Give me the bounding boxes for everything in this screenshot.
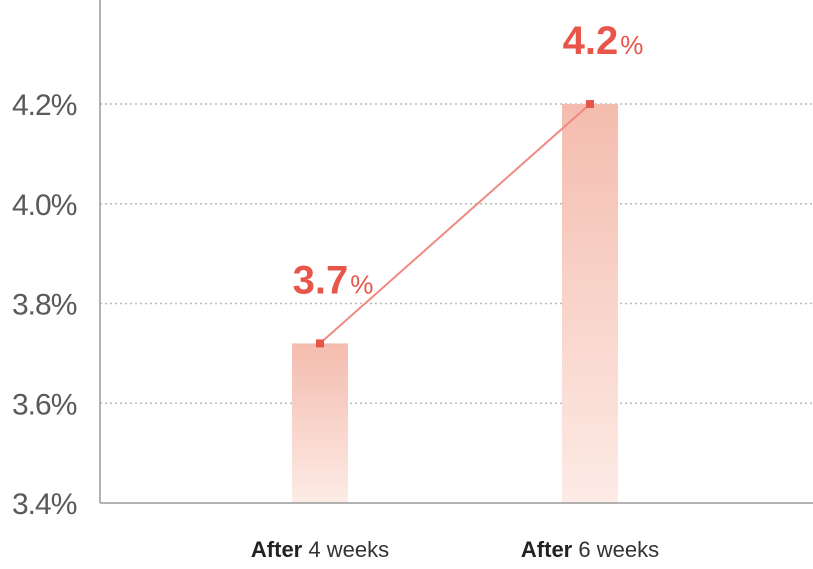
value-label: 3.7% [293, 258, 374, 302]
data-point-marker [586, 100, 594, 108]
bars [292, 104, 618, 503]
gridlines [100, 103, 813, 404]
y-tick-label: 3.4% [12, 488, 77, 521]
value-label: 4.2% [563, 19, 644, 63]
value-label-unit: % [620, 30, 643, 60]
y-tick-label: 4.0% [12, 189, 77, 222]
value-label-unit: % [350, 269, 373, 299]
x-category-label-rest: 4 weeks [302, 537, 389, 562]
connecting-line-group [316, 100, 594, 348]
value-label-number: 4.2 [563, 19, 619, 63]
x-category-label: After 4 weeks [251, 537, 389, 562]
x-category-label-rest: 6 weeks [572, 537, 659, 562]
y-tick-label: 3.6% [12, 388, 77, 421]
x-category-label-bold: After [251, 537, 303, 562]
axes [99, 0, 813, 504]
connecting-line [319, 103, 591, 345]
data-point-marker [316, 339, 324, 348]
value-label-number: 3.7 [293, 258, 349, 302]
y-tick-label: 3.8% [12, 289, 77, 322]
bar [562, 104, 618, 503]
x-category-label-bold: After [521, 537, 573, 562]
value-labels: 3.7%4.2% [293, 19, 644, 302]
x-category-label: After 6 weeks [521, 537, 659, 562]
x-axis-category-labels: After 4 weeks After 6 weeks [251, 537, 659, 562]
y-axis-tick-labels: 3.4% 3.6% 3.8% 4.0% 4.2% [12, 89, 78, 521]
bar [292, 343, 348, 503]
y-tick-label: 4.2% [12, 89, 77, 122]
